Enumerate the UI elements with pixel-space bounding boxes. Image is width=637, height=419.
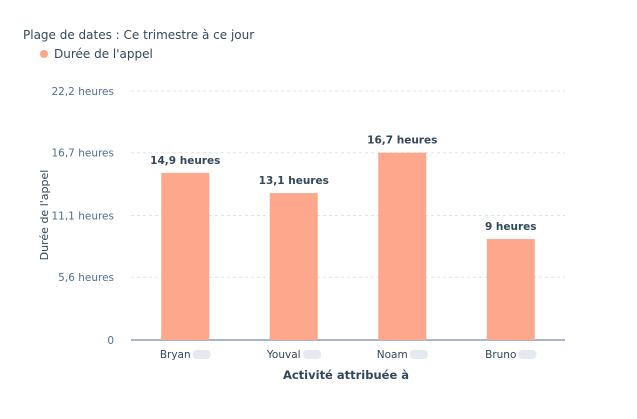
redacted-surname: [518, 350, 537, 359]
x-axis-ticks: Bryan Youval Noam Bruno: [160, 349, 537, 361]
y-tick-label: 22,2 heures: [51, 86, 114, 98]
bar[interactable]: [161, 172, 210, 340]
x-tick-label: Bruno: [485, 349, 516, 361]
y-tick-label: 5,6 heures: [58, 272, 114, 284]
date-range-filter[interactable]: Plage de dates : Ce trimestre à ce jour: [23, 28, 255, 42]
y-tick-label: 16,7 heures: [51, 148, 114, 160]
bar[interactable]: [378, 152, 427, 340]
redacted-surname: [409, 350, 428, 359]
data-label: 14,9 heures: [150, 155, 220, 167]
x-tick-label: Youval: [266, 349, 301, 361]
legend-label: Durée de l'appel: [54, 47, 153, 61]
bar[interactable]: [486, 239, 535, 340]
data-labels: 14,9 heures 13,1 heures 16,7 heures 9 heure…: [150, 135, 536, 233]
legend-swatch: [40, 50, 48, 58]
data-label: 16,7 heures: [367, 135, 437, 147]
x-tick-label: Noam: [377, 349, 408, 361]
y-axis-title: Durée de l'appel: [38, 170, 51, 261]
redacted-surname: [192, 350, 211, 359]
data-label: 9 heures: [485, 221, 537, 233]
y-tick-label: 0: [107, 335, 114, 347]
y-tick-label: 11,1 heures: [51, 211, 114, 223]
x-axis-title: Activité attribuée à: [283, 368, 409, 382]
x-tick-label: Bryan: [160, 349, 191, 361]
chart-legend: Durée de l'appel: [40, 47, 153, 61]
bar[interactable]: [269, 193, 318, 340]
data-label: 13,1 heures: [259, 175, 329, 187]
y-axis-ticks: 0 5,6 heures 11,1 heures 16,7 heures 22,2 he…: [51, 86, 114, 347]
redacted-surname: [303, 350, 322, 359]
bars: [161, 152, 535, 340]
